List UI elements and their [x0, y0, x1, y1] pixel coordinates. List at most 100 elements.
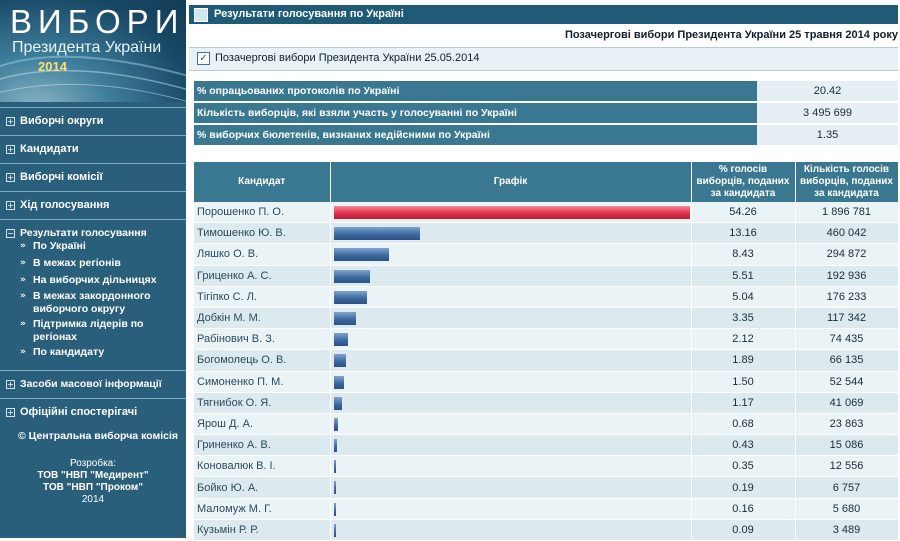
candidate-name[interactable]: Порошенко П. О.: [194, 202, 331, 224]
vote-share-bar: [333, 248, 389, 262]
vote-percent: 13.16: [691, 222, 796, 245]
vote-percent: 8.43: [691, 243, 796, 266]
table-row: Маломуж М. Г. 0.16 5 680: [194, 498, 899, 520]
column-header-candidate: Кандидат: [194, 162, 331, 202]
vote-percent: 5.04: [691, 286, 796, 308]
candidate-name[interactable]: Коновалюк В. І.: [194, 455, 331, 478]
candidate-name[interactable]: Ляшко О. В.: [194, 243, 331, 266]
vote-count: 294 872: [795, 243, 899, 266]
table-row: Ляшко О. В. 8.43 294 872: [194, 243, 899, 266]
sidebar-subitem-foreign-district[interactable]: » В межах закордонного виборчого округу: [20, 290, 180, 316]
candidate-name[interactable]: Богомолець О. В.: [194, 349, 331, 372]
vote-percent: 0.68: [691, 413, 796, 436]
sidebar: ВИБОРИ Президента України 2014 + Виборчі…: [0, 0, 186, 538]
stats-value: 3 495 699: [757, 102, 898, 125]
table-row: Тігіпко С. Л. 5.04 176 233: [194, 286, 899, 308]
column-header-chart: Графік: [330, 162, 692, 202]
chart-cell: [330, 371, 692, 393]
sidebar-item-commissions[interactable]: + Виборчі комісії: [0, 163, 186, 190]
results-body: Порошенко П. О. 54.26 1 896 781 Тимошенко Ю…: [194, 202, 899, 541]
vote-count: 3 489: [795, 519, 899, 541]
sidebar-subitem-label: Підтримка лідерів по регіонах: [33, 318, 144, 343]
vote-percent: 3.35: [691, 307, 796, 330]
candidate-name[interactable]: Ярош Д. А.: [194, 413, 331, 436]
table-row: Коновалюк В. І. 0.35 12 556: [194, 455, 899, 478]
vote-share-bar: [333, 439, 337, 453]
chart-cell: [330, 498, 692, 520]
candidate-name[interactable]: Гриценко А. С.: [194, 265, 331, 287]
results-table: Кандидат Графік % голосів виборців, пода…: [194, 162, 899, 541]
sidebar-item-voting-progress[interactable]: + Хід голосування: [0, 191, 186, 218]
chart-cell: [330, 413, 692, 436]
vote-count: 23 863: [795, 413, 899, 436]
double-arrow-icon: »: [20, 275, 26, 285]
vote-percent: 0.16: [691, 498, 796, 520]
vote-share-bar: [333, 481, 336, 495]
vote-count: 15 086: [795, 434, 899, 457]
table-row: Гриненко А. В. 0.43 15 086: [194, 434, 899, 457]
vote-percent: 1.89: [691, 349, 796, 372]
election-banner: ВИБОРИ Президента України 2014: [0, 0, 186, 102]
candidate-name[interactable]: Тягнибок О. Я.: [194, 392, 331, 414]
stats-value: 1.35: [757, 124, 898, 147]
sidebar-item-label: Офіційні спостерігачі: [20, 406, 138, 418]
sidebar-item-observers[interactable]: + Офіційні спостерігачі: [0, 398, 186, 425]
banner-title: ВИБОРИ: [10, 3, 185, 40]
candidate-name[interactable]: Тігіпко С. Л.: [194, 286, 331, 308]
sidebar-subitem-label: На виборчих дільницях: [33, 274, 157, 286]
sidebar-item-label: Результати голосування: [20, 227, 147, 239]
vote-count: 6 757: [795, 476, 899, 499]
credits-company-1: ТОВ "НВП "Медирент": [37, 470, 149, 481]
candidate-name[interactable]: Рабінович В. З.: [194, 328, 331, 351]
sidebar-subitem-by-ukraine[interactable]: » По Україні: [20, 240, 180, 253]
vote-count: 5 680: [795, 498, 899, 520]
candidate-name[interactable]: Маломуж М. Г.: [194, 498, 331, 520]
candidate-name[interactable]: Симоненко П. М.: [194, 371, 331, 393]
expand-icon: +: [6, 173, 15, 182]
vote-share-bar: [333, 523, 336, 537]
banner-year: 2014: [38, 59, 67, 74]
vote-share-bar: [333, 311, 356, 325]
sidebar-subitem-by-regions[interactable]: » В межах регіонів: [20, 257, 180, 270]
sidebar-item-media[interactable]: + Засоби масової інформації: [0, 370, 186, 397]
stats-label: Кількість виборців, які взяли участь у г…: [194, 102, 757, 125]
sidebar-subitem-label: По кандидату: [33, 346, 105, 358]
vote-share-bar: [333, 269, 370, 283]
square-icon: [194, 8, 208, 22]
vote-share-bar: [333, 227, 420, 241]
sidebar-subitem-label: По Україні: [33, 240, 86, 252]
sidebar-subitem-by-polling-stations[interactable]: » На виборчих дільницях: [20, 274, 180, 287]
results-header-row: Кандидат Графік % голосів виборців, пода…: [194, 162, 899, 202]
banner-subtitle: Президента України: [12, 39, 162, 56]
sidebar-item-results[interactable]: − Результати голосування: [0, 219, 186, 246]
expand-icon: +: [6, 145, 15, 154]
chart-cell: [330, 243, 692, 266]
chart-cell: [330, 455, 692, 478]
table-row: Рабінович В. З. 2.12 74 435: [194, 328, 899, 351]
summary-stats-table: % опрацьованих протоколів по Україні 20.…: [194, 81, 898, 147]
vote-share-bar: [333, 460, 336, 474]
candidate-name[interactable]: Гриненко А. В.: [194, 434, 331, 457]
section-header: Результати голосування по Україні: [189, 5, 898, 24]
election-checkbox[interactable]: ✓: [197, 52, 210, 65]
chart-cell: [330, 392, 692, 414]
chart-cell: [330, 434, 692, 457]
candidate-name[interactable]: Добкін М. М.: [194, 307, 331, 330]
vote-count: 66 135: [795, 349, 899, 372]
sidebar-subitem-leaders-by-region[interactable]: » Підтримка лідерів по регіонах: [20, 318, 180, 344]
double-arrow-icon: »: [20, 319, 26, 329]
sidebar-item-districts[interactable]: + Виборчі округи: [0, 107, 186, 134]
candidate-name[interactable]: Кузьмін Р. Р.: [194, 519, 331, 541]
candidate-name[interactable]: Бойко Ю. А.: [194, 476, 331, 499]
sidebar-subitem-by-candidate[interactable]: » По кандидату: [20, 346, 180, 359]
vote-percent: 0.19: [691, 476, 796, 499]
chart-cell: [330, 476, 692, 499]
vote-share-bar: [333, 354, 346, 368]
table-row: Порошенко П. О. 54.26 1 896 781: [194, 202, 899, 224]
vote-count: 41 069: [795, 392, 899, 414]
sidebar-item-candidates[interactable]: + Кандидати: [0, 135, 186, 162]
candidate-name[interactable]: Тимошенко Ю. В.: [194, 222, 331, 245]
stats-label: % опрацьованих протоколів по Україні: [194, 81, 757, 103]
column-header-percent: % голосів виборців, поданих за кандидата: [691, 162, 796, 202]
copyright-link[interactable]: © Центральна виборча комісія: [18, 430, 179, 442]
